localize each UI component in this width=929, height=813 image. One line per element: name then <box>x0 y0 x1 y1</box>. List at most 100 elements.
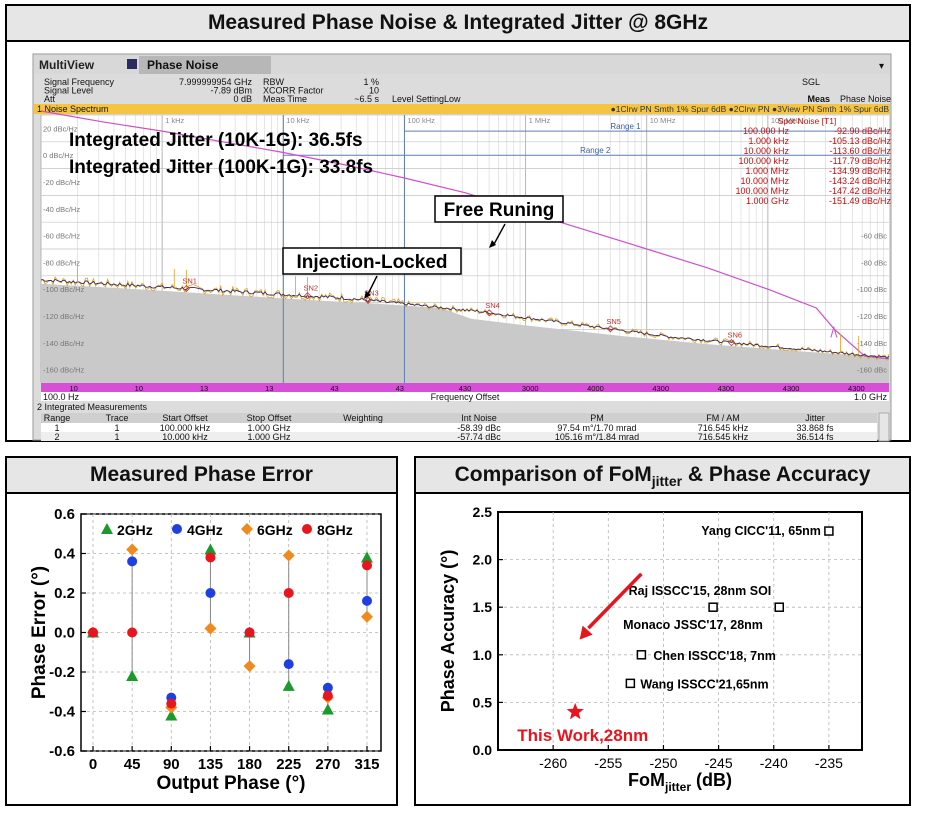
this-work-star <box>566 702 584 720</box>
reference-point <box>625 678 636 689</box>
integrated-cell: 1 <box>114 432 119 442</box>
trace-legend: ●1Clrw PN Smth 1% Spur 6dB ●2Clrw PN ●3V… <box>611 104 890 114</box>
data-point <box>205 552 216 563</box>
phase-noise-tab <box>139 56 271 74</box>
reference-label: Wang ISSCC'21,65nm <box>640 677 768 691</box>
x-axis-label: Output Phase (°) <box>156 773 305 794</box>
data-point <box>127 556 138 567</box>
setting-label: Att <box>44 94 56 104</box>
spot-noise-title: Spot Noise [T1] <box>778 116 837 126</box>
fom-chart: -260 -255 -250 -245 -240 -235 2.5 2.0 1.5 1.0 0.5 0… <box>438 504 863 794</box>
y-tick-label: -60 dBc/Hz <box>43 232 80 241</box>
x-tick-label: 180 <box>237 756 262 773</box>
rbw-bar-value: 13 <box>265 384 273 393</box>
y-tick-label-right: -80 dBc <box>861 258 887 267</box>
y-tick-label: -100 dBc/Hz <box>43 285 85 294</box>
spot-noise-offset: 100.000 kHz <box>738 156 789 166</box>
integrated-cell: 97.54 m°/1.70 mrad <box>557 423 636 433</box>
spot-noise-value: -92.90 dBc/Hz <box>834 126 892 136</box>
fom-title-main: Comparison of FoM <box>454 463 652 486</box>
trend-arrowhead <box>579 625 593 640</box>
decade-label: 10 MHz <box>650 116 676 125</box>
data-point <box>361 610 373 623</box>
data-point <box>322 682 333 693</box>
integrated-title: 2 Integrated Measurements <box>37 402 148 412</box>
x-end: 1.0 GHz <box>854 392 888 402</box>
data-point <box>322 690 333 701</box>
data-point <box>283 659 294 670</box>
spot-noise-offset: 100.000 Hz <box>743 126 790 136</box>
y-tick-label-right: -60 dBc <box>861 232 887 241</box>
spot-noise-value: -113.60 dBc/Hz <box>830 146 892 156</box>
data-point <box>204 543 217 555</box>
integrated-cell: 36.514 fs <box>796 432 834 442</box>
spot-noise-offset: 1.000 kHz <box>748 136 789 146</box>
injection-locked-arrow <box>366 275 378 297</box>
x-center-label: Frequency Offset <box>431 392 500 402</box>
y-tick-label: 2.0 <box>473 552 493 568</box>
phase-error-chart: 0.6 0.4 0.2 0.0 -0.2 -0.4 -0.6 0 45 90 135 180 225 27… <box>29 506 382 794</box>
reference-point <box>708 602 718 612</box>
rbw-bar-value: 43 <box>330 384 338 393</box>
data-point <box>166 698 177 709</box>
spot-noise-offset: 1.000 MHz <box>745 166 789 176</box>
y-tick-label: -80 dBc/Hz <box>43 258 80 267</box>
setting-label2: XCORR Factor <box>263 86 324 96</box>
legend-marker <box>172 524 182 534</box>
injection-locked-box <box>282 247 462 275</box>
y-tick-label: -40 dBc/Hz <box>43 205 80 214</box>
reference-label: Monaco JSSC'17, 28nm <box>623 618 763 632</box>
meas-value: Phase Noise <box>840 94 891 104</box>
legend-label: 4GHz <box>187 522 223 538</box>
integrated-cell: 1.000 GHz <box>247 423 291 433</box>
multiview-grid-icon <box>127 59 137 69</box>
marker-label: SN6 <box>728 331 743 340</box>
x-tick-label: 135 <box>198 756 223 773</box>
meas-label: Meas <box>807 94 830 104</box>
y-tick-label: 2.5 <box>473 504 493 520</box>
integrated-header: Range <box>44 413 71 423</box>
this-work-label: This Work,28nm <box>517 726 648 745</box>
injection-locked-label: Injection-Locked <box>297 252 448 273</box>
rbw-bar-value: 43 <box>396 384 404 393</box>
sgl-label: SGL <box>802 77 820 87</box>
y-tick-label: 20 dBc/Hz <box>43 124 78 133</box>
x-tick-label: -255 <box>594 755 622 771</box>
data-point <box>362 560 372 571</box>
data-point <box>282 549 295 562</box>
x-tick-label: -260 <box>539 755 567 771</box>
x-axis-label: FoMjitter (dB) <box>628 770 732 794</box>
setting-label: Signal Level <box>44 86 93 96</box>
x-tick-label: 0 <box>89 756 97 773</box>
dropdown-icon: ▾ <box>879 61 884 72</box>
free-running-box <box>434 195 564 223</box>
setting-value2: 10 <box>369 86 379 96</box>
integrated-header: Trace <box>106 413 129 423</box>
legend-label: 2GHz <box>117 522 153 538</box>
spot-noise-value: -117.79 dBc/Hz <box>830 156 892 166</box>
marker-symbol <box>485 309 493 317</box>
range1-label: Range 1 <box>610 122 641 131</box>
range2-label: Range 2 <box>580 146 611 155</box>
integrated-cell: 100.000 kHz <box>160 423 211 433</box>
integrated-cell: 716.545 kHz <box>698 432 749 442</box>
x-tick-label: -245 <box>705 755 733 771</box>
marker-symbol <box>606 325 614 333</box>
y-axis-label: Phase Error (°) <box>29 566 50 699</box>
jitter-annotation-2: Integrated Jitter (100K-1G): 33.8fs <box>69 157 373 178</box>
rbw-bar <box>41 383 889 392</box>
level-setting-label: Level Setting <box>392 94 444 104</box>
y-tick-label: 0.0 <box>473 742 493 758</box>
setting-label2: RBW <box>263 77 285 87</box>
phase-noise-screenshot: MultiView Phase Noise ▾ Signal Frequency 7.9… <box>32 53 892 442</box>
x-tick-label: 90 <box>163 756 180 773</box>
rbw-bar-value: 4300 <box>718 384 735 393</box>
y-tick-label: 0.4 <box>54 546 76 563</box>
rbw-bar-value: 430 <box>459 384 472 393</box>
integrated-header: Int Noise <box>461 413 497 423</box>
integrated-header: Stop Offset <box>247 413 292 423</box>
data-point <box>243 660 256 673</box>
spot-noise-value: -134.99 dBc/Hz <box>829 166 892 176</box>
integrated-cell: 105.16 m°/1.84 mrad <box>555 432 639 442</box>
legend-marker <box>241 523 253 535</box>
